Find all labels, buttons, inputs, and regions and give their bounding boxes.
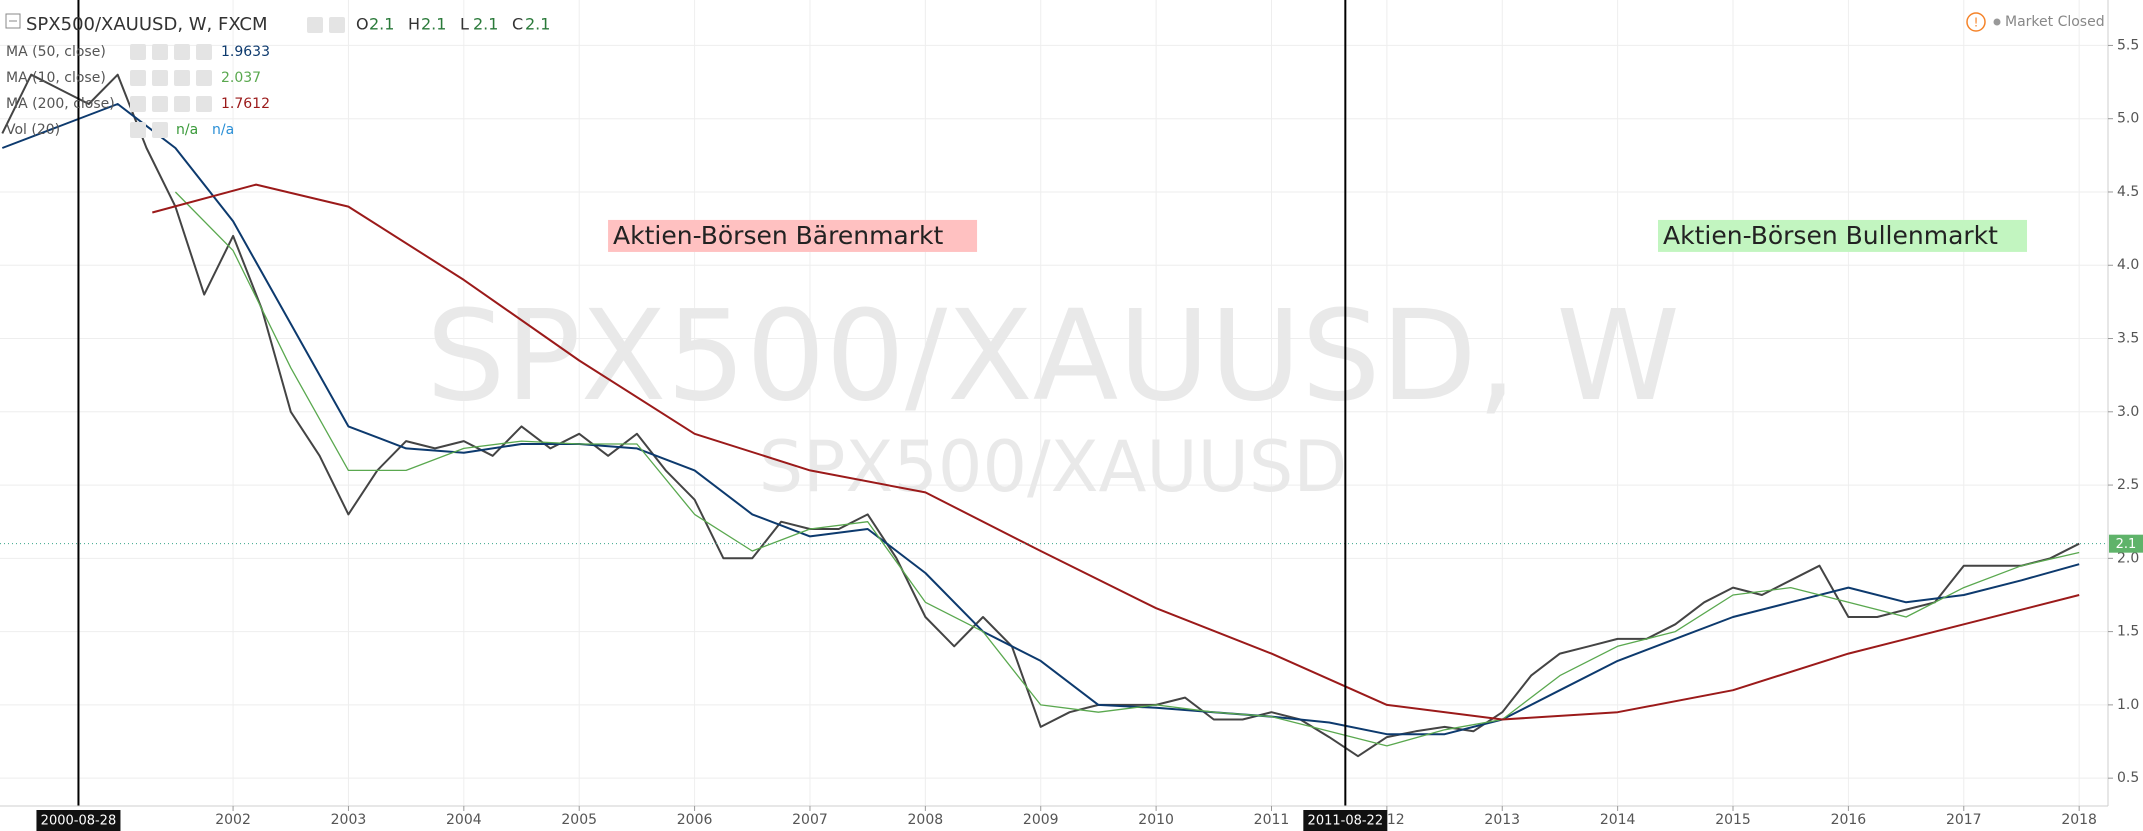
marker-label: 2011-08-22: [1308, 814, 1384, 829]
status-icon-glyph: !: [1974, 16, 1979, 30]
watermark: SPX500/XAUUSD, W: [426, 284, 1680, 429]
watermark-sub: SPX500/XAUUSD: [759, 426, 1347, 508]
status-dot: [1993, 18, 2001, 26]
x-tick-label: 2009: [1023, 812, 1059, 828]
legend-value: 2.037: [221, 70, 261, 86]
y-tick-label: 5.0: [2117, 111, 2139, 127]
legend-button[interactable]: [130, 122, 146, 138]
collapse-icon[interactable]: [5, 13, 21, 29]
legend-name: MA (50, close): [6, 44, 106, 60]
y-tick-label: 1.5: [2117, 624, 2139, 640]
x-tick-label: 2006: [677, 812, 713, 828]
legend-name: MA (200, close): [6, 96, 115, 112]
x-tick-label: 2003: [331, 812, 367, 828]
marker-label-bg: [36, 810, 121, 831]
x-tick-label: 2015: [1715, 812, 1751, 828]
ohlc-value: 2.1: [421, 15, 446, 34]
marker-label: 2000-08-28: [41, 814, 117, 829]
x-tick-label: 2005: [561, 812, 597, 828]
chart-title: SPX500/XAUUSD, W, FXCM: [26, 14, 267, 35]
x-tick-label: 2016: [1831, 812, 1867, 828]
series-line: [1, 103, 2080, 736]
ohlc-key: C: [512, 15, 523, 34]
x-tick-label: 2002: [215, 812, 251, 828]
legend-button[interactable]: [174, 96, 190, 112]
annotation: Aktien-Börsen Bärenmarkt: [613, 221, 943, 250]
legend-value: n/a: [212, 122, 234, 138]
series-line: [1, 73, 2080, 758]
legend-button[interactable]: [152, 122, 168, 138]
y-tick-label: 4.0: [2117, 257, 2139, 273]
x-tick-label: 2014: [1600, 812, 1636, 828]
x-tick-label: 2008: [908, 812, 944, 828]
x-tick-label: 2010: [1138, 812, 1174, 828]
ohlc-value: 2.1: [473, 15, 498, 34]
price-label: 2.1: [2116, 537, 2137, 552]
x-tick-label: 2018: [2061, 812, 2097, 828]
ohlc-key: H: [408, 15, 420, 34]
legend-button[interactable]: [174, 44, 190, 60]
legend-button[interactable]: [196, 44, 212, 60]
legend-value: 1.9633: [221, 44, 270, 60]
legend-button[interactable]: [174, 70, 190, 86]
legend-button[interactable]: [196, 70, 212, 86]
ohlc-key: O: [356, 15, 369, 34]
price-label-bg: [2109, 534, 2143, 553]
y-tick-label: 3.0: [2117, 404, 2139, 420]
legend-button[interactable]: [130, 44, 146, 60]
ohlc-key: L: [460, 15, 469, 34]
legend-button[interactable]: [152, 44, 168, 60]
x-tick-label: 2004: [446, 812, 482, 828]
marker-label-bg: [1303, 810, 1388, 831]
legend-value: 1.7612: [221, 96, 270, 112]
header-button[interactable]: [307, 17, 323, 33]
legend-value: n/a: [176, 122, 198, 138]
status-icon[interactable]: [1966, 12, 1986, 32]
legend-button[interactable]: [130, 70, 146, 86]
ohlc-value: 2.1: [525, 15, 550, 34]
x-tick-label: 2011: [1254, 812, 1290, 828]
series-line: [152, 183, 2080, 721]
annotation-box: [608, 219, 978, 252]
y-tick-label: 1.0: [2117, 697, 2139, 713]
legend-button[interactable]: [152, 96, 168, 112]
legend-button[interactable]: [196, 96, 212, 112]
y-tick-label: 4.5: [2117, 184, 2139, 200]
x-tick-label: 2017: [1946, 812, 1982, 828]
y-tick-label: 2.5: [2117, 477, 2139, 493]
ohlc-value: 2.1: [369, 15, 394, 34]
y-tick-label: 0.5: [2117, 770, 2139, 786]
x-tick-label: 2013: [1484, 812, 1520, 828]
header-button[interactable]: [329, 17, 345, 33]
annotation: Aktien-Börsen Bullenmarkt: [1663, 221, 1998, 250]
legend-name: MA (10, close): [6, 70, 106, 86]
legend-button[interactable]: [152, 70, 168, 86]
legend-button[interactable]: [130, 96, 146, 112]
y-tick-label: 5.5: [2117, 37, 2139, 53]
annotation-box: [1658, 219, 2028, 252]
legend-name: Vol (20): [6, 122, 60, 138]
x-tick-label: 2007: [792, 812, 828, 828]
y-tick-label: 2.0: [2117, 550, 2139, 566]
series-line: [174, 191, 2080, 747]
y-tick-label: 3.5: [2117, 331, 2139, 347]
status: Market Closed: [2005, 14, 2105, 30]
